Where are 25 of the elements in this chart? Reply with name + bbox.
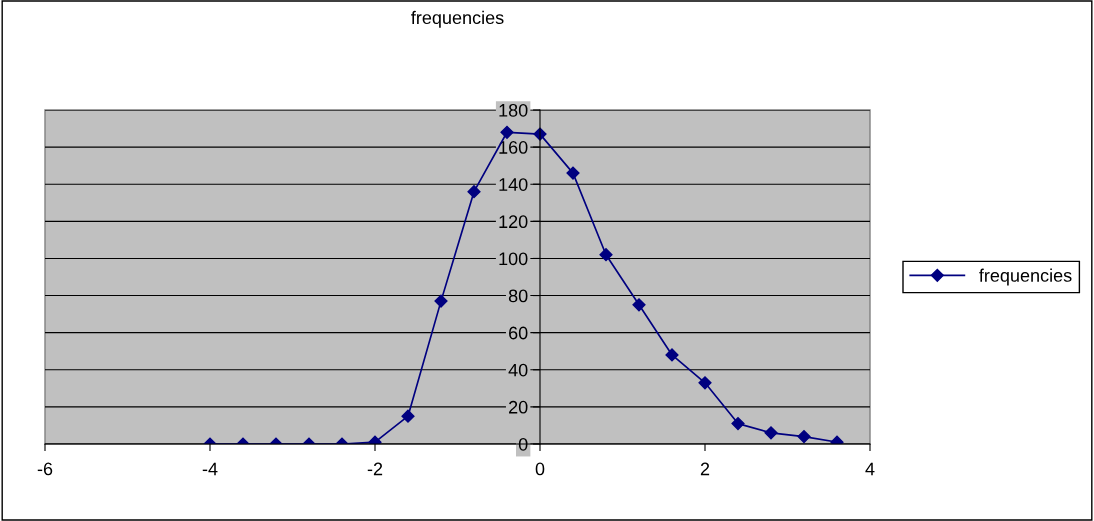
point bbox=[599, 248, 613, 262]
y-tick-label: 60 bbox=[509, 326, 528, 340]
y-tick-label: 100 bbox=[499, 252, 528, 266]
point bbox=[632, 298, 646, 312]
y-tick-label: 120 bbox=[499, 215, 528, 229]
x-tick-label: 4 bbox=[865, 462, 875, 476]
y-tick-label: 80 bbox=[508, 289, 528, 303]
chart-title: frequencies bbox=[411, 10, 504, 28]
x-tick-label: -6 bbox=[37, 462, 53, 476]
point bbox=[566, 166, 580, 180]
x-tick-label: -4 bbox=[202, 462, 218, 476]
legend-label: frequencies bbox=[979, 268, 1072, 286]
y-tick-label: 140 bbox=[499, 178, 528, 191]
y-tick-label: 40 bbox=[508, 363, 528, 377]
y-tick-label: 180 bbox=[499, 103, 528, 117]
y-tick-label: 160 bbox=[499, 141, 528, 154]
point bbox=[500, 125, 514, 139]
point bbox=[665, 348, 679, 362]
x-tick-label: 0 bbox=[535, 462, 545, 476]
y-tick-label: 20 bbox=[509, 400, 528, 414]
point bbox=[434, 294, 448, 308]
point bbox=[467, 185, 481, 199]
x-tick-label: -2 bbox=[367, 462, 383, 476]
y-tick-label: 0 bbox=[518, 437, 528, 451]
x-tick-label: 2 bbox=[700, 462, 710, 476]
